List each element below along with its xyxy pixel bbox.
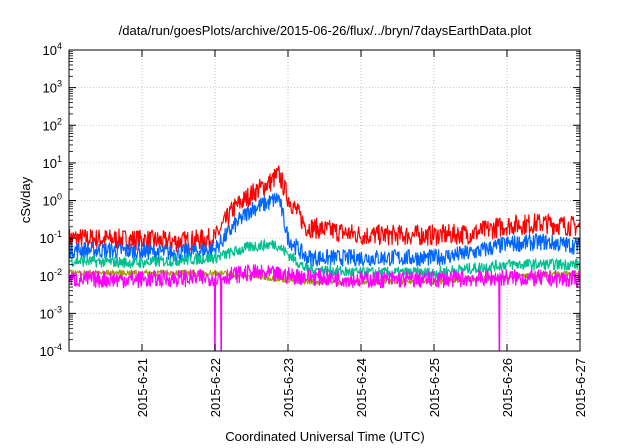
y-tick-label: 102 [43,116,62,133]
x-tick-label: 2015-6-26 [500,358,515,417]
y-tick-label: 10-1 [40,229,62,246]
x-tick-label: 2015-6-24 [354,358,369,417]
x-tick-label: 2015-6-27 [573,358,588,417]
series-line-5 [69,264,580,351]
y-tick-label: 104 [43,41,62,58]
series-line-2 [69,192,580,267]
y-axis-label: cSv/day [18,176,33,223]
x-axis-ticks: 2015-6-21 2015-6-22 2015-6-23 2015-6-24 2015… [135,50,588,417]
y-tick-label: 100 [43,192,62,209]
chart-title: /data/run/goesPlots/archive/2015-06-26/f… [119,23,532,38]
x-tick-label: 2015-6-23 [281,358,296,417]
y-axis-ticks: 10-4 10-3 10-2 10-1 100 101 102 103 104 [40,41,580,359]
y-tick-label: 10-4 [40,342,62,359]
x-tick-label: 2015-6-21 [135,358,150,417]
grid-lines [69,50,580,351]
series-layer [69,165,580,351]
y-tick-label: 10-3 [40,304,62,321]
y-tick-label: 101 [43,154,62,171]
y-tick-label: 103 [43,79,62,96]
x-tick-label: 2015-6-22 [208,358,223,417]
y-tick-label: 10-2 [40,267,62,284]
x-axis-label: Coordinated Universal Time (UTC) [225,429,424,444]
x-tick-label: 2015-6-25 [427,358,442,417]
